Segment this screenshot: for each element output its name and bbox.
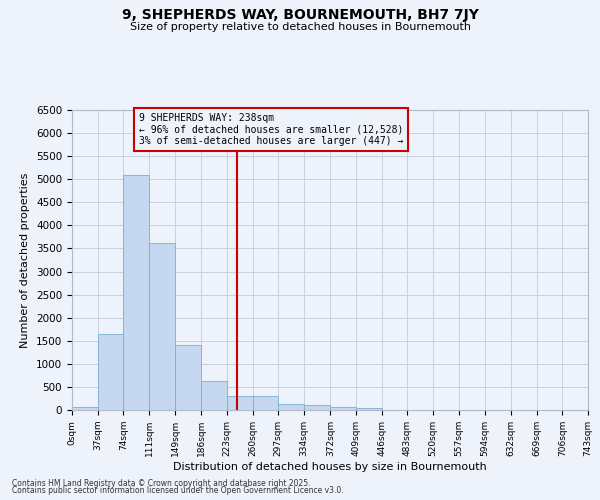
Text: 9 SHEPHERDS WAY: 238sqm
← 96% of detached houses are smaller (12,528)
3% of semi: 9 SHEPHERDS WAY: 238sqm ← 96% of detache… <box>139 113 403 146</box>
Bar <box>331 407 356 410</box>
Bar <box>124 174 149 410</box>
Bar <box>304 405 329 410</box>
Bar <box>278 404 304 410</box>
Bar <box>175 346 201 410</box>
Bar <box>149 243 175 410</box>
Bar <box>72 407 98 410</box>
Bar <box>253 396 278 410</box>
Bar <box>227 396 253 410</box>
Text: Contains HM Land Registry data © Crown copyright and database right 2025.: Contains HM Land Registry data © Crown c… <box>12 478 311 488</box>
Y-axis label: Number of detached properties: Number of detached properties <box>20 172 31 348</box>
Text: Size of property relative to detached houses in Bournemouth: Size of property relative to detached ho… <box>130 22 470 32</box>
Bar <box>201 382 227 410</box>
Text: 9, SHEPHERDS WAY, BOURNEMOUTH, BH7 7JY: 9, SHEPHERDS WAY, BOURNEMOUTH, BH7 7JY <box>122 8 478 22</box>
X-axis label: Distribution of detached houses by size in Bournemouth: Distribution of detached houses by size … <box>173 462 487 471</box>
Bar <box>356 408 382 410</box>
Text: Contains public sector information licensed under the Open Government Licence v3: Contains public sector information licen… <box>12 486 344 495</box>
Bar <box>98 334 124 410</box>
